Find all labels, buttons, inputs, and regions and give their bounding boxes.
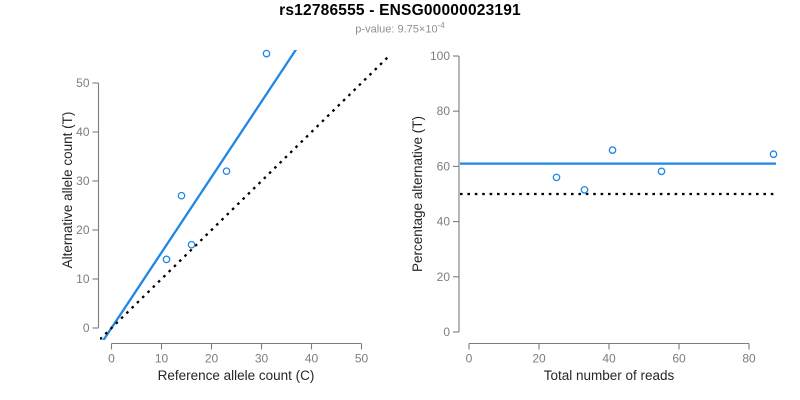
- x-tick-label: 40: [305, 352, 319, 366]
- data-point: [187, 240, 196, 249]
- identity-line: [100, 54, 390, 340]
- left-plot: 0 10 20 30 40 50 0 10 20 30 40 50: [76, 49, 390, 366]
- left-y-axis-title: Alternative allele count (T): [60, 111, 75, 269]
- x-tick-label: 0: [108, 352, 115, 366]
- y-tick-label: 40: [437, 215, 451, 229]
- x-tick-label: 10: [155, 352, 169, 366]
- x-tick-label: 60: [672, 352, 686, 366]
- y-tick-label: 20: [76, 223, 90, 237]
- x-tick-label: 0: [466, 352, 473, 366]
- x-tick-label: 20: [532, 352, 546, 366]
- data-point: [580, 186, 589, 194]
- y-tick-label: 0: [83, 321, 90, 335]
- x-tick-label: 40: [602, 352, 616, 366]
- y-tick-label: 0: [443, 325, 450, 339]
- x-tick-label: 30: [255, 352, 269, 366]
- y-tick-label: 40: [76, 125, 90, 139]
- pvalue-exponent: -4: [437, 21, 445, 30]
- y-tick-label: 50: [76, 76, 90, 90]
- figure-title: rs12786555 - ENSG00000023191: [279, 2, 521, 19]
- x-tick-label: 20: [205, 352, 219, 366]
- data-point: [552, 173, 561, 182]
- data-point: [177, 191, 186, 200]
- left-x-axis-title: Reference allele count (C): [157, 368, 315, 383]
- x-tick-label: 50: [355, 352, 369, 366]
- y-tick-label: 100: [430, 49, 450, 63]
- right-y-axis-title: Percentage alternative (T): [410, 115, 425, 273]
- data-point: [262, 49, 271, 58]
- figure-subtitle: p-value: 9.75×10-4: [0, 21, 800, 36]
- data-point: [657, 167, 666, 176]
- fit-line: [102, 50, 298, 340]
- y-tick-label: 20: [437, 270, 451, 284]
- right-plot: 0 20 40 60 80 100 0 20 40 60 80: [430, 49, 778, 366]
- data-point: [769, 150, 778, 159]
- y-tick-label: 30: [76, 174, 90, 188]
- data-point: [608, 146, 617, 154]
- y-tick-label: 10: [76, 272, 90, 286]
- right-x-axis-title: Total number of reads: [543, 368, 675, 383]
- y-tick-label: 60: [437, 159, 451, 173]
- x-tick-label: 80: [742, 352, 756, 366]
- data-point: [162, 255, 171, 264]
- data-point: [222, 167, 231, 176]
- y-tick-label: 80: [437, 104, 451, 118]
- pvalue-text: p-value: 9.75×10: [355, 23, 438, 36]
